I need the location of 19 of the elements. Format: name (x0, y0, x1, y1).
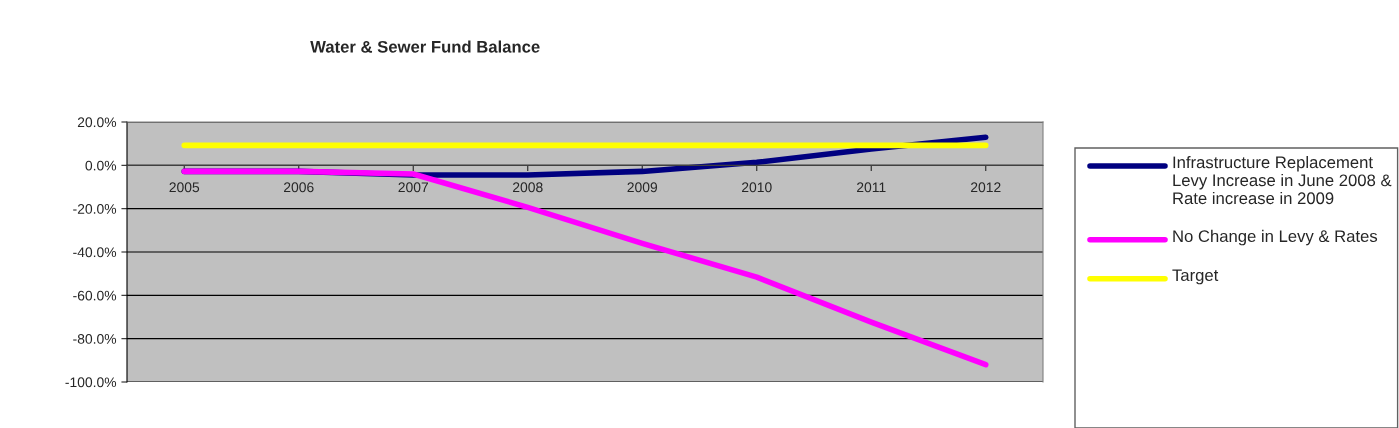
x-tick-label: 2010 (742, 182, 772, 193)
y-tick-label: 0.0% (85, 160, 117, 171)
y-tick-label: -80.0% (73, 334, 117, 344)
legend-label: Infrastructure Replacement Levy Increase in June 2008 & Rate increase in 2009 (1173, 156, 1392, 205)
chart-title: Water & Sewer Fund Balance (310, 40, 540, 53)
y-tick-label: -20.0% (73, 204, 117, 214)
y-tick-label: -40.0% (73, 247, 117, 258)
y-tick-label: 20.0% (77, 117, 117, 128)
legend-label: No Change in Levy & Rates (1173, 229, 1378, 246)
y-tick-label: -60.0% (73, 290, 117, 301)
x-tick-label: 2005 (169, 182, 200, 193)
x-tick-label: 2008 (513, 182, 543, 193)
y-tick-label: -100.0% (65, 377, 117, 388)
x-tick-label: 2011 (857, 182, 886, 193)
x-tick-label: 2009 (627, 182, 658, 193)
x-tick-label: 2006 (284, 182, 314, 193)
legend-label: Target (1172, 269, 1219, 285)
x-tick-label: 2012 (971, 182, 1001, 193)
x-tick-label: 2007 (398, 182, 428, 193)
